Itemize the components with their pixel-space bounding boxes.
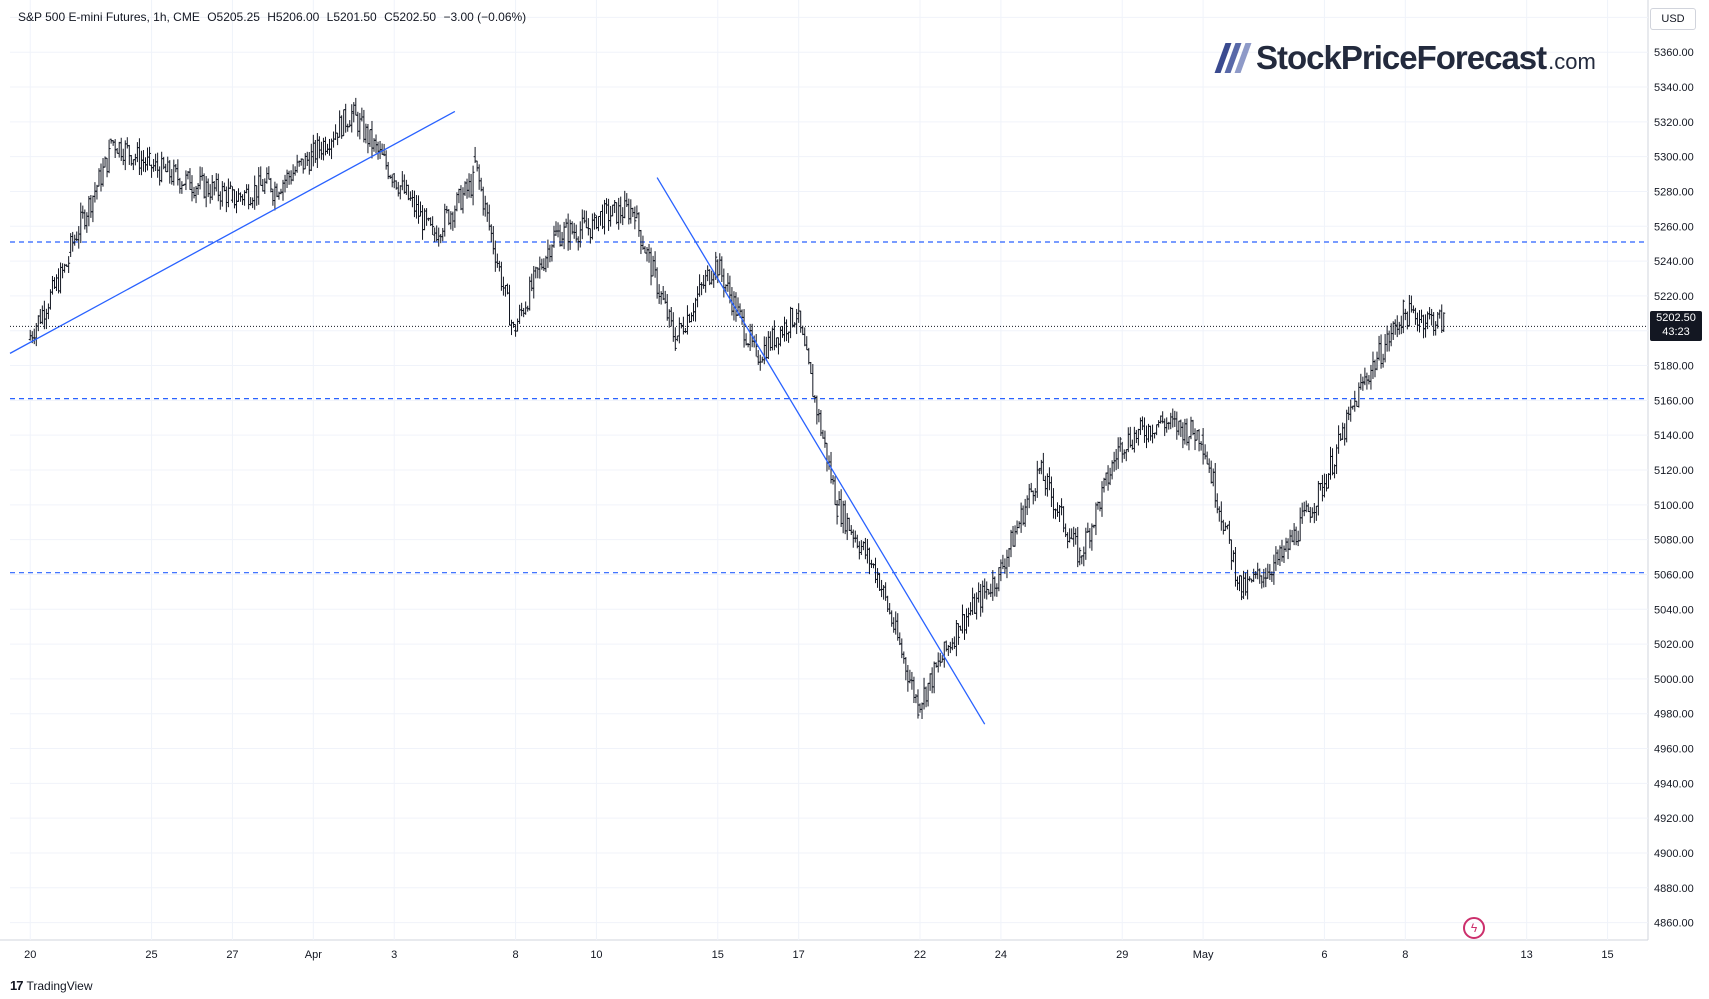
price-tick-label: 4960.00 (1654, 744, 1694, 756)
price-axis[interactable]: 4860.00 4880.00 4900.00 4920.00 4940.00 4960.… (1654, 12, 1694, 929)
last-price-value: 5202.50 (1656, 312, 1696, 325)
time-tick-label: 24 (995, 949, 1007, 961)
trendline (656, 177, 986, 725)
price-tick-label: 4860.00 (1654, 918, 1694, 930)
price-tick-label: 5180.00 (1654, 361, 1694, 373)
time-tick-label: 6 (1321, 949, 1327, 961)
change-value: −3.00 (−0.06%) (443, 10, 527, 24)
time-tick-label: 15 (712, 949, 724, 961)
price-tick-label: 5280.00 (1654, 186, 1694, 198)
open-value: O5205.25 (207, 10, 260, 24)
price-tick-label: 4940.00 (1654, 778, 1694, 790)
logo-tld: .com (1548, 49, 1596, 74)
chart-grid (0, 0, 1649, 941)
trendlines[interactable] (9, 110, 986, 725)
time-tick-label: 20 (24, 949, 36, 961)
price-tick-label: 5080.00 (1654, 535, 1694, 547)
chart-legend-header: S&P 500 E-mini Futures, 1h, CME O5205.25… (18, 10, 530, 24)
low-value: L5201.50 (326, 10, 377, 24)
tradingview-attribution[interactable]: 17 TradingView (10, 978, 93, 993)
price-tick-label: 5040.00 (1654, 604, 1694, 616)
time-axis[interactable]: 20 25 27 Apr 3 8 10 15 17 22 24 29 May 6 8 13 15 (24, 949, 1614, 961)
time-tick-label: 3 (391, 949, 397, 961)
price-tick-label: 5260.00 (1654, 221, 1694, 233)
price-tick-label: 4900.00 (1654, 848, 1694, 860)
price-tick-label: 5360.00 (1654, 47, 1694, 59)
tradingview-label: TradingView (26, 978, 93, 993)
time-tick-label: 22 (914, 949, 926, 961)
last-price-tag: 5202.50 43:23 (1650, 311, 1702, 342)
time-tick-label: 15 (1601, 949, 1613, 961)
time-tick-label: May (1193, 949, 1214, 961)
logo-text: StockPriceForecast (1256, 39, 1547, 76)
high-value: H5206.00 (267, 10, 320, 24)
instrument-label: S&P 500 E-mini Futures, 1h, CME (18, 10, 200, 24)
price-tick-label: 5020.00 (1654, 639, 1694, 651)
price-tick-label: 5300.00 (1654, 152, 1694, 164)
price-tick-label: 5100.00 (1654, 500, 1694, 512)
price-tick-label: 4920.00 (1654, 813, 1694, 825)
price-tick-label: 5140.00 (1654, 430, 1694, 442)
time-tick-label: 8 (512, 949, 518, 961)
price-tick-label: 5220.00 (1654, 291, 1694, 303)
price-tick-label: 5000.00 (1654, 674, 1694, 686)
price-tick-label: 4980.00 (1654, 709, 1694, 721)
price-tick-label: 5160.00 (1654, 395, 1694, 407)
stockpriceforecast-logo: StockPriceForecast .com (1214, 38, 1596, 78)
lightning-icon[interactable]: ϟ (1463, 917, 1485, 939)
horizontal-levels[interactable] (10, 241, 1648, 574)
currency-button[interactable]: USD (1650, 8, 1696, 30)
price-tick-label: 5320.00 (1654, 117, 1694, 129)
time-tick-label: 29 (1116, 949, 1128, 961)
time-tick-label: 8 (1402, 949, 1408, 961)
time-tick-label: 25 (145, 949, 157, 961)
time-tick-label: 13 (1521, 949, 1533, 961)
time-tick-label: Apr (305, 949, 322, 961)
close-value: C5202.50 (384, 10, 437, 24)
price-tick-label: 5240.00 (1654, 256, 1694, 268)
price-tick-label: 5120.00 (1654, 465, 1694, 477)
bar-countdown: 43:23 (1662, 326, 1690, 339)
trendline (9, 110, 456, 354)
time-tick-label: 27 (226, 949, 238, 961)
candle-series (28, 97, 1446, 720)
price-tick-label: 4880.00 (1654, 883, 1694, 895)
price-tick-label: 5060.00 (1654, 569, 1694, 581)
logo-slashes-icon (1214, 43, 1252, 73)
tradingview-logo-icon: 17 (10, 978, 24, 993)
time-tick-label: 17 (793, 949, 805, 961)
price-tick-label: 5340.00 (1654, 82, 1694, 94)
time-tick-label: 10 (590, 949, 602, 961)
